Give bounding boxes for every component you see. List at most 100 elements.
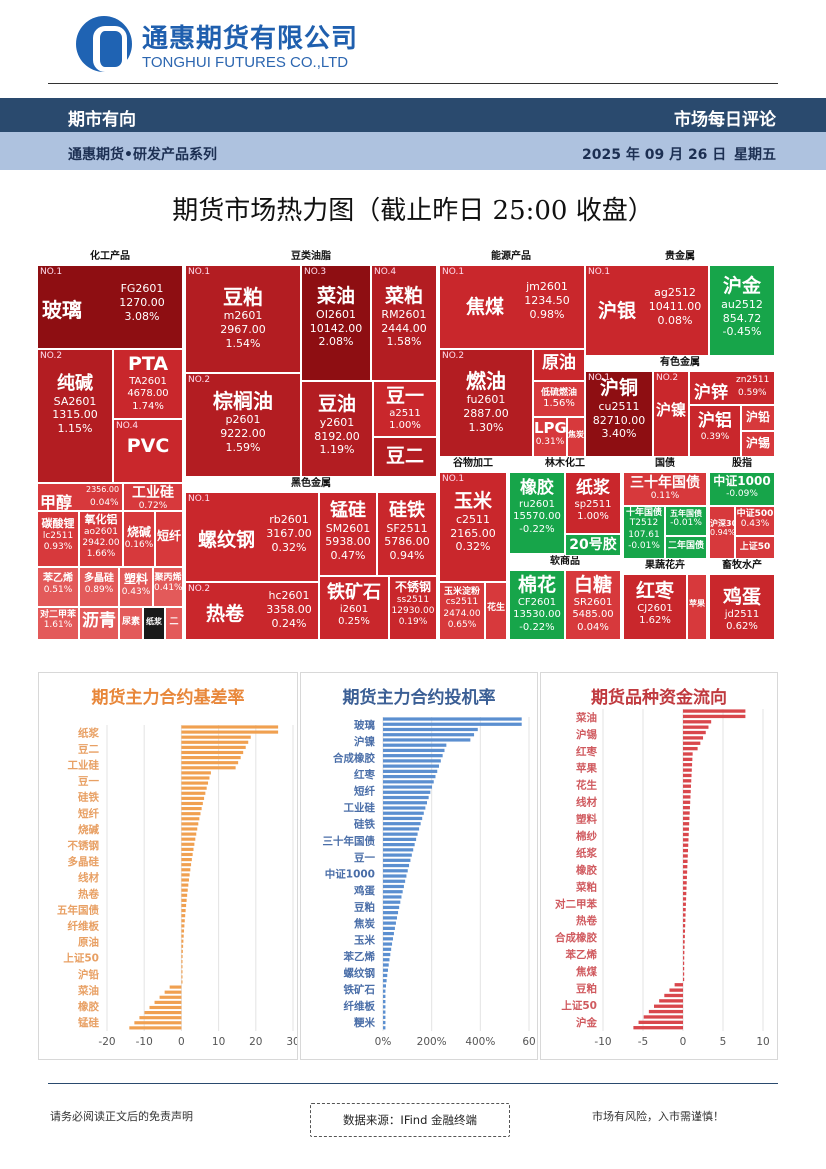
category-label: 豆粕	[354, 900, 375, 913]
heatmap-tile[interactable]: 烧碱 0.16%	[123, 511, 155, 567]
heatmap-tile[interactable]: 硅铁 SF2511 5786.00 0.94%	[377, 492, 437, 576]
heatmap-tile[interactable]: PTA TA2601 4678.00 1.74%	[113, 349, 183, 419]
heatmap-tile[interactable]: LPG 0.31%	[533, 417, 567, 457]
bar	[683, 709, 746, 713]
heatmap-tile[interactable]: 豆一 a2511 1.00%	[373, 381, 437, 437]
axis-tick-label: 200%	[417, 1036, 447, 1048]
heatmap-tile[interactable]: 花生	[485, 582, 507, 640]
bar	[683, 811, 690, 815]
heatmap-tile[interactable]: NO.1 螺纹钢 rb2601 3167.00 0.32%	[185, 492, 319, 582]
bar	[383, 853, 412, 857]
bar	[181, 914, 186, 918]
heatmap-tile[interactable]: 原油	[533, 349, 585, 381]
heatmap-tile[interactable]: 沪金 au2512 854.72 -0.45%	[709, 265, 775, 356]
heatmap-tile[interactable]: NO.1 玻璃 FG2601 1270.00 3.08%	[37, 265, 183, 349]
heatmap-tile[interactable]: 纸浆 sp2511 1.00%	[565, 472, 621, 534]
bar	[383, 764, 440, 768]
heatmap-tile[interactable]: 玉米淀粉 cs2511 2474.00 0.65%	[439, 582, 485, 640]
heatmap-tile[interactable]: NO.3 菜油 OI2601 10142.00 2.08%	[301, 265, 371, 381]
heatmap-tile[interactable]: NO.1 焦煤 jm2601 1234.50 0.98%	[439, 265, 585, 349]
heatmap-tile[interactable]: 红枣 CJ2601 1.62%	[623, 574, 687, 640]
axis-tick-label: 0	[680, 1036, 687, 1048]
bar	[181, 827, 198, 831]
heatmap-tile[interactable]: 五年国债 -0.01%	[665, 506, 707, 536]
bar	[181, 944, 184, 948]
heatmap-tile[interactable]: 中证500 0.43%	[735, 506, 775, 536]
heatmap-tile[interactable]: 橡胶 ru2601 15570.00 -0.22%	[509, 472, 565, 554]
heatmap-tile[interactable]: NO.1 沪铜 cu2511 82710.00 3.40%	[585, 371, 653, 457]
bar	[383, 1005, 386, 1009]
heatmap-tile[interactable]: 二年国债	[665, 536, 707, 559]
heatmap-tile[interactable]: 短纤	[155, 511, 183, 567]
heatmap-tile[interactable]: 20号胶	[565, 534, 621, 556]
category-label: 线材	[78, 871, 99, 884]
heatmap-tile[interactable]: NO.2 纯碱 SA2601 1315.00 1.15%	[37, 349, 113, 483]
heatmap-tile[interactable]: 锰硅 SM2601 5938.00 0.47%	[319, 492, 377, 576]
bar	[383, 727, 478, 732]
heatmap-tile[interactable]: NO.1 玉米 c2511 2165.00 0.32%	[439, 472, 507, 582]
heatmap-tile[interactable]: 低硫燃油 1.56%	[533, 381, 585, 417]
heatmap-tile[interactable]: 白糖 SR2601 5485.00 0.04%	[565, 570, 621, 640]
heatmap-tile[interactable]: NO.4 PVC	[113, 419, 183, 483]
sector-header: 化工产品	[90, 251, 130, 262]
heatmap-tile[interactable]: NO.2 热卷 hc2601 3358.00 0.24%	[185, 582, 319, 640]
heatmap-tile[interactable]: 氧化铝 ao2601 2942.00 1.66%	[79, 511, 123, 567]
heatmap-tile[interactable]: 碳酸锂 lc2511 0.93%	[37, 511, 79, 567]
heatmap-tile[interactable]: 沪深300 0.94%	[709, 506, 735, 559]
heatmap-tile[interactable]: 三十年国债 0.11%	[623, 472, 707, 506]
heatmap-tile[interactable]: 工业硅 0.72%	[123, 483, 183, 511]
heatmap-tile[interactable]: 尿素	[119, 607, 143, 640]
bar	[638, 1020, 683, 1024]
category-label: 烧碱	[78, 823, 99, 836]
heatmap-tile[interactable]: 十年国债 T2512 107.61 -0.01%	[623, 506, 665, 559]
bar	[181, 776, 210, 780]
heatmap-tile[interactable]: 纸浆	[143, 607, 165, 640]
heatmap-tile[interactable]: 鸡蛋 jd2511 0.62%	[709, 574, 775, 640]
heatmap-tile[interactable]: NO.2 棕榈油 p2601 9222.00 1.59%	[185, 373, 301, 477]
bar	[683, 918, 686, 923]
bar	[683, 827, 689, 831]
basis-rate-bars: -20 -10 0 10 20 30 纸浆豆二工业硅豆一硅铁短纤烧碱不锈钢多晶硅线材热卷五年…	[57, 725, 297, 1048]
category-label: 菜粕	[575, 880, 597, 893]
bar	[181, 837, 196, 841]
heatmap-tile[interactable]: 焦炭	[567, 417, 585, 457]
chart-title: 期货主力合约基差率	[91, 688, 245, 708]
heatmap-tile[interactable]: 中证1000 -0.09%	[709, 472, 775, 506]
heatmap-tile[interactable]: 沪锌 zn2511 0.59%	[689, 371, 775, 405]
heatmap-tile[interactable]: 豆二	[373, 437, 437, 477]
heatmap-tile[interactable]: 沥青	[79, 607, 119, 640]
bar	[144, 1011, 182, 1015]
bar	[383, 968, 388, 972]
bar	[383, 748, 445, 753]
category-label: 合成橡胶	[554, 931, 597, 944]
heatmap-tile[interactable]: 苯乙烯 0.51%	[37, 567, 79, 607]
bar	[181, 960, 183, 964]
heatmap-tile[interactable]: 多晶硅 0.89%	[79, 567, 119, 607]
bar	[164, 990, 182, 994]
heatmap-tile[interactable]: 沪锡	[741, 431, 775, 457]
heatmap-tile[interactable]: 聚丙烯 0.41%	[153, 567, 183, 607]
heatmap-tile[interactable]: 对二甲苯 1.61%	[37, 607, 79, 640]
heatmap-tile[interactable]: NO.4 菜粕 RM2601 2444.00 1.58%	[371, 265, 437, 381]
heatmap-tile[interactable]: 棉花 CF2601 13530.00 -0.22%	[509, 570, 565, 640]
heatmap-tile[interactable]: NO.1 沪银 ag2512 10411.00 0.08%	[585, 265, 709, 356]
heatmap-tile[interactable]: 不锈钢 ss2511 12930.00 0.19%	[389, 576, 437, 640]
bar	[683, 730, 706, 735]
bar	[181, 903, 187, 908]
heatmap-tile[interactable]: 沪铝 0.39%	[689, 405, 741, 457]
heatmap-tile[interactable]: NO.2 燃油 fu2601 2887.00 1.30%	[439, 349, 533, 457]
heatmap-tile[interactable]: 沪铅	[741, 405, 775, 431]
heatmap-tile[interactable]: NO.1 豆粕 m2601 2967.00 1.54%	[185, 265, 301, 373]
heatmap-tile[interactable]: NO.2 沪镍	[653, 371, 689, 457]
bar	[683, 725, 709, 729]
bar	[683, 870, 688, 874]
bar	[181, 873, 190, 877]
heatmap-tile[interactable]: 甲醇 2356.00 0.04%	[37, 483, 123, 511]
heatmap-tile[interactable]: 铁矿石 i2601 0.25%	[319, 576, 389, 640]
heatmap-tile[interactable]: 上证50	[735, 536, 775, 559]
heatmap-tile[interactable]: 苹果	[687, 574, 707, 640]
heatmap-tile[interactable]: 塑料 0.43%	[119, 567, 153, 607]
heatmap-tile[interactable]: 豆油 y2601 8192.00 1.19%	[301, 381, 373, 477]
bar	[643, 1015, 683, 1019]
heatmap-tile[interactable]: 二	[165, 607, 183, 640]
